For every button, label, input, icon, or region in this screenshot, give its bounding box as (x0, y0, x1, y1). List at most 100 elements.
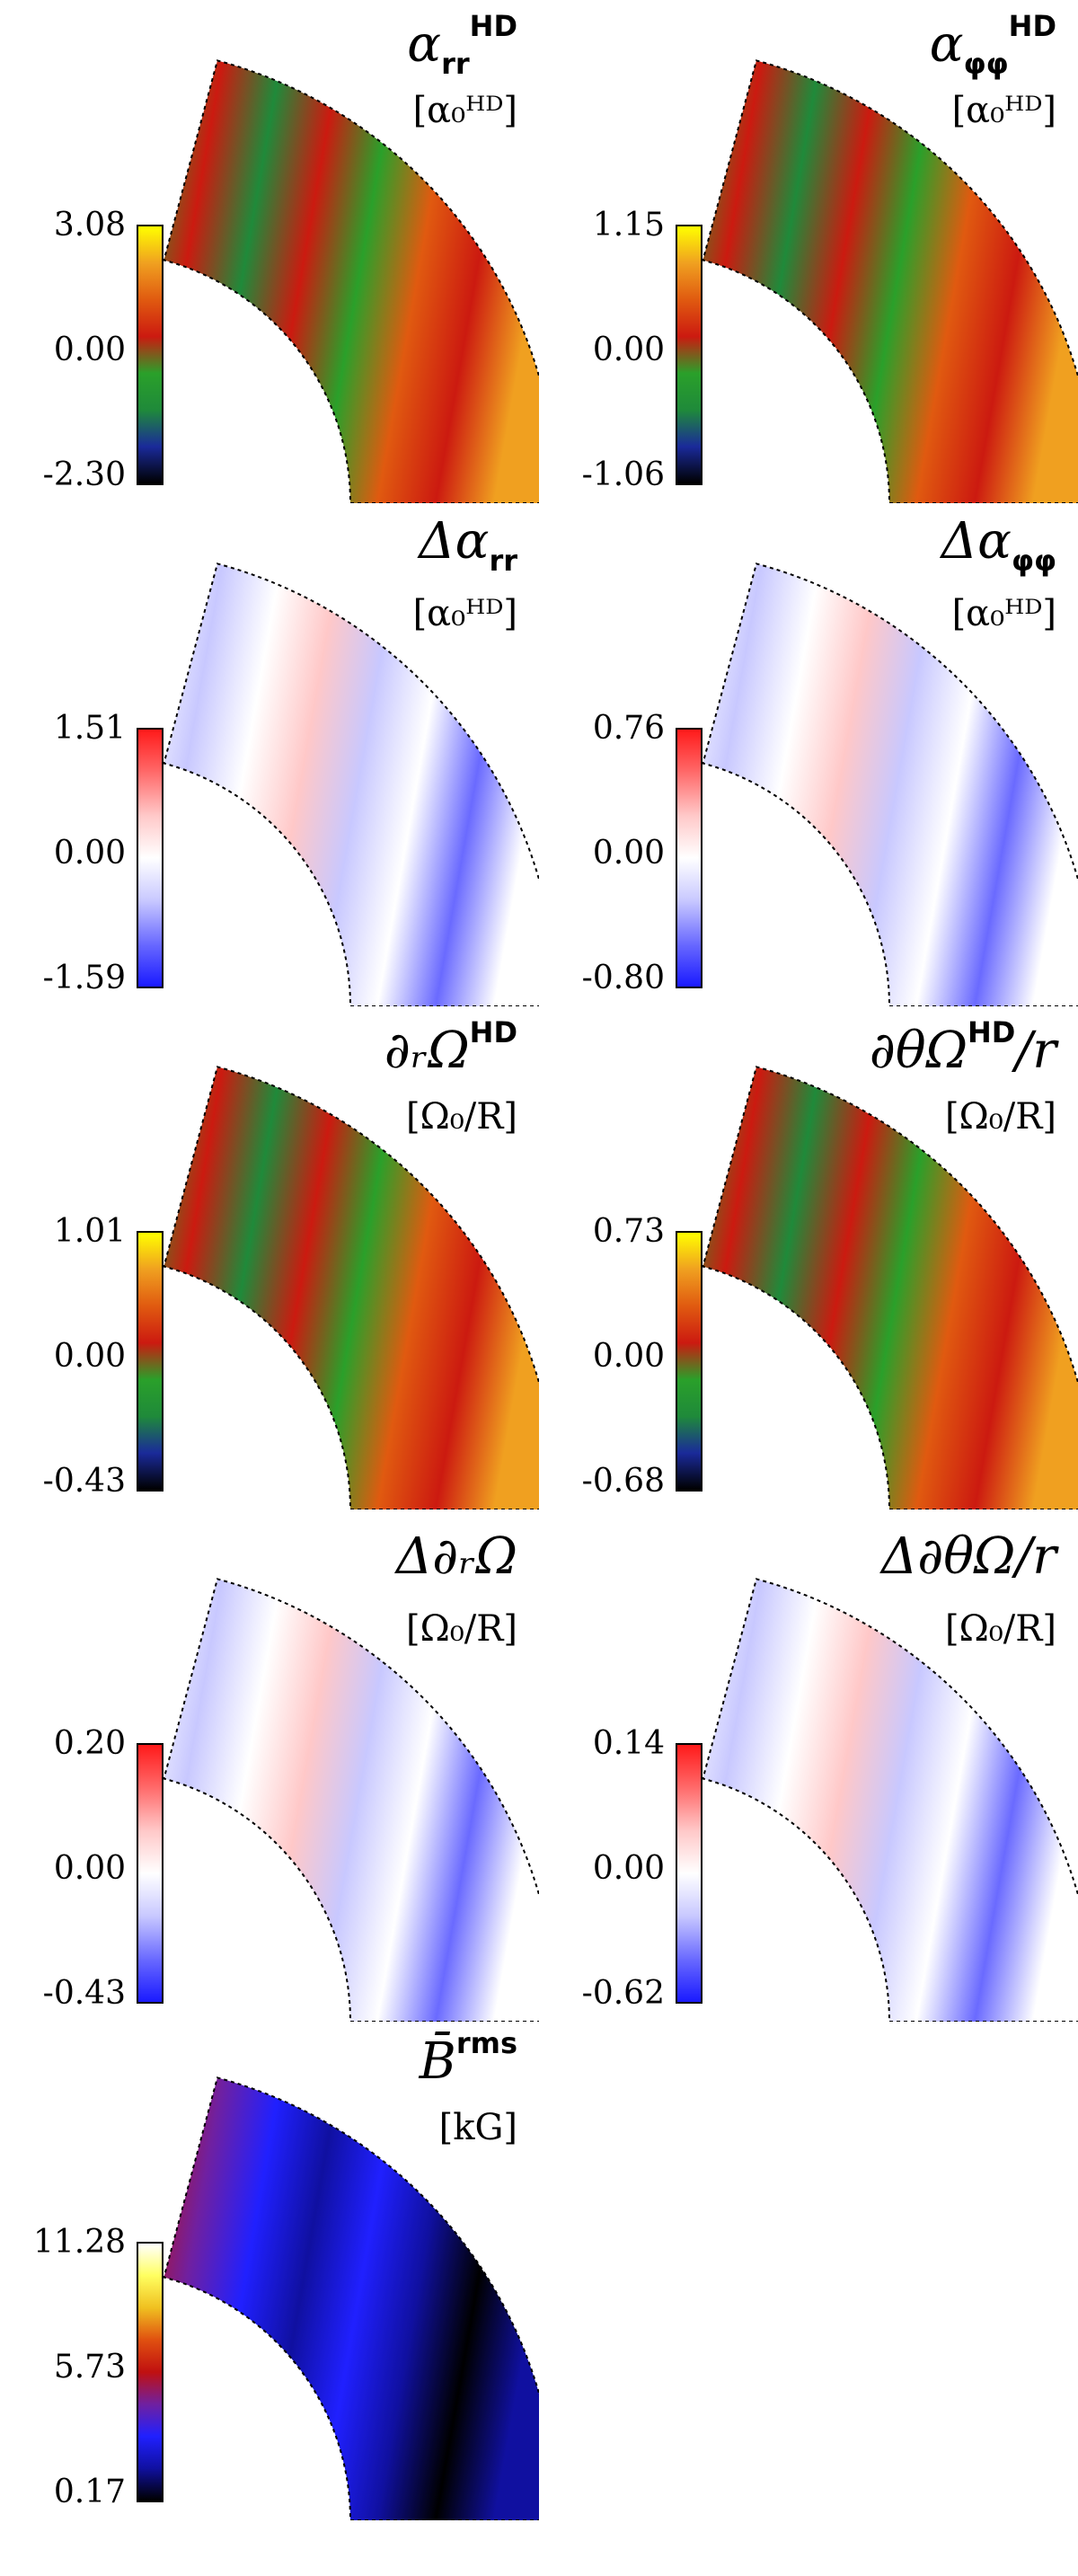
panel-unit: [Ω₀/R] (405, 1096, 517, 1138)
colorbar (676, 1231, 702, 1492)
colorbar (676, 728, 702, 988)
wedge-shape (702, 1066, 1078, 1509)
wedge-shape (702, 1578, 1078, 2022)
wedge-shape (163, 1066, 539, 1509)
wedge-plot (163, 1066, 539, 1509)
colorbar-tick-max: 0.76 (592, 710, 665, 747)
colorbar (137, 728, 163, 988)
colorbar-tick-min: -0.43 (42, 1975, 126, 2012)
colorbar-tick-min: -0.80 (581, 960, 665, 996)
colorbar-tick-max: 1.15 (592, 207, 665, 243)
panel-title: αrr HD (407, 9, 517, 81)
wedge-shape (163, 59, 539, 503)
colorbar-tick-mid: 0.00 (53, 835, 126, 872)
colorbar-tick-min: 0.17 (53, 2474, 126, 2510)
wedge-plot (702, 1066, 1078, 1509)
panel-b-rms: B̄rms [kG] 11.28 5.73 0.17 (0, 2017, 539, 2520)
panel-dr-omega-hd: ∂ᵣΩHD [Ω₀/R] 1.01 0.00 -0.43 (0, 1006, 539, 1509)
colorbar-tick-mid: 0.00 (592, 1338, 665, 1375)
panel-dtheta-omega-hd: ∂θΩHD/r [Ω₀/R] 0.73 0.00 -0.68 (539, 1006, 1078, 1509)
colorbar-tick-max: 1.51 (53, 710, 126, 747)
colorbar-tick-max: 0.20 (53, 1725, 126, 1762)
title-main: ∂ᵣΩ (384, 1022, 470, 1080)
title-main: ∂θΩ (869, 1022, 968, 1080)
wedge-plot (163, 1578, 539, 2022)
panel-delta-dtheta-omega: Δ∂θΩ/r [Ω₀/R] 0.14 0.00 -0.62 (539, 1518, 1078, 2022)
title-superscript: HD (968, 1015, 1016, 1049)
colorbar (137, 1231, 163, 1492)
colorbar-tick-max: 0.14 (592, 1725, 665, 1762)
panel-title: Δ∂θΩ/r (881, 1527, 1056, 1586)
colorbar (137, 2242, 163, 2502)
colorbar-tick-mid: 0.00 (53, 332, 126, 368)
colorbar-tick-mid: 0.00 (592, 835, 665, 872)
colorbar-tick-min: -0.43 (42, 1463, 126, 1500)
colorbar-tick-mid: 0.00 (53, 1338, 126, 1375)
panel-alpha-phiphi-hd: αφφ HD [α₀ᴴᴰ] 1.15 0.00 -1.06 (539, 0, 1078, 503)
panel-delta-dr-omega: Δ∂ᵣΩ [Ω₀/R] 0.20 0.00 -0.43 (0, 1518, 539, 2022)
title-main: Δα (941, 512, 1012, 571)
colorbar-tick-min: -0.68 (581, 1463, 665, 1500)
panel-delta-alpha-rr: Δαrr [α₀ᴴᴰ] 1.51 0.00 -1.59 (0, 503, 539, 1006)
wedge-plot (702, 1578, 1078, 2022)
panel-title: ∂ᵣΩHD (384, 1015, 517, 1080)
panel-unit: [Ω₀/R] (944, 1096, 1056, 1138)
wedge-shape (163, 562, 539, 1006)
wedge-plot (163, 562, 539, 1006)
colorbar-tick-mid: 0.00 (592, 332, 665, 368)
title-superscript: HD (469, 1015, 517, 1049)
title-main: Δ∂θΩ/r (880, 1527, 1056, 1586)
colorbar-tick-min: -0.62 (581, 1975, 665, 2012)
title-main: B̄ (419, 2032, 456, 2091)
panel-unit: [α₀ᴴᴰ] (951, 90, 1056, 131)
colorbar-tick-min: -1.06 (581, 456, 665, 493)
title-subscript: φφ (963, 47, 1009, 81)
wedge-plot (163, 2076, 539, 2520)
panel-unit: [α₀ᴴᴰ] (412, 90, 517, 131)
title-main: Δ∂ᵣΩ (395, 1527, 517, 1586)
colorbar-tick-max: 1.01 (53, 1213, 126, 1250)
title-subscript: φφ (1011, 544, 1056, 578)
colorbar-tick-max: 0.73 (592, 1213, 665, 1250)
colorbar-tick-min: -1.59 (42, 960, 126, 996)
wedge-plot (163, 59, 539, 503)
panel-title: αφφ HD (930, 9, 1056, 81)
panel-title: B̄rms (420, 2026, 517, 2091)
title-main: Δα (419, 512, 490, 571)
panel-title: ∂θΩHD/r (870, 1015, 1056, 1080)
colorbar-tick-mid: 0.00 (53, 1850, 126, 1887)
title-superscript: HD (1008, 9, 1056, 43)
wedge-shape (702, 562, 1078, 1006)
wedge-shape (163, 2076, 539, 2520)
wedge-shape (163, 1578, 539, 2022)
colorbar-tick-max: 3.08 (53, 207, 126, 243)
colorbar-tick-min: -2.30 (42, 456, 126, 493)
title-main: α (407, 15, 442, 74)
title-subscript: rr (441, 47, 470, 81)
wedge-shape (702, 59, 1078, 503)
title-superscript: HD (469, 9, 517, 43)
panel-unit: [kG] (438, 2107, 517, 2148)
panel-unit: [α₀ᴴᴰ] (951, 593, 1056, 634)
wedge-plot (702, 59, 1078, 503)
colorbar (676, 1743, 702, 2004)
panel-title: Δαrr (419, 512, 517, 578)
title-superscript: rms (455, 2026, 517, 2060)
title-main: α (929, 15, 964, 74)
colorbar (137, 1743, 163, 2004)
panel-unit: [Ω₀/R] (405, 1608, 517, 1650)
colorbar (137, 225, 163, 485)
colorbar-tick-mid: 5.73 (53, 2349, 126, 2386)
colorbar-tick-mid: 0.00 (592, 1850, 665, 1887)
panel-alpha-rr-hd: αrr HD [α₀ᴴᴰ] 3.08 0.00 -2.30 (0, 0, 539, 503)
wedge-plot (702, 562, 1078, 1006)
colorbar-tick-max: 11.28 (32, 2224, 126, 2261)
title-subscript: rr (489, 544, 517, 578)
panel-title: Δ∂ᵣΩ (396, 1527, 517, 1586)
panel-unit: [Ω₀/R] (944, 1608, 1056, 1650)
panel-delta-alpha-phiphi: Δαφφ [α₀ᴴᴰ] 0.76 0.00 -0.80 (539, 503, 1078, 1006)
panel-title: Δαφφ (941, 512, 1056, 578)
title-suffix: /r (1015, 1022, 1056, 1080)
colorbar (676, 225, 702, 485)
panel-unit: [α₀ᴴᴰ] (412, 593, 517, 634)
